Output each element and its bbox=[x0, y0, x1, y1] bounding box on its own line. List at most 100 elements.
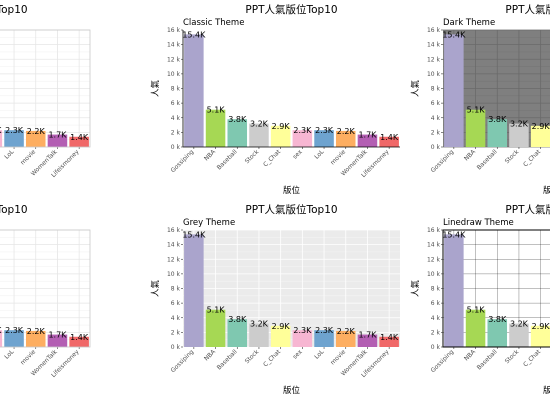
data-label: 3.8K bbox=[488, 315, 507, 324]
data-label: 1.7K bbox=[48, 331, 67, 340]
chart-title: PPT人氣版位Top10 bbox=[245, 3, 337, 16]
x-tick-label: LoL bbox=[313, 348, 326, 361]
chart-panel-5: PPT人氣版位Top10 Grey Theme 15.4K Gossiping 5.1K… bbox=[150, 203, 400, 396]
y-tick-label: 12 k bbox=[427, 56, 441, 63]
chart-panel-6: PPT人氣版位Top10Linedraw Theme15.4KGossiping… bbox=[410, 203, 550, 396]
data-label: 1.7K bbox=[358, 131, 377, 140]
x-tick-label: NBA bbox=[203, 148, 218, 163]
y-tick-label: 6 k bbox=[171, 100, 181, 107]
data-label: 3.2K bbox=[510, 120, 529, 129]
data-label: 2.9K bbox=[532, 122, 550, 131]
x-tick-label: NBA bbox=[203, 348, 218, 363]
y-tick-label: 12 k bbox=[167, 256, 181, 263]
x-tick-label: NBA bbox=[463, 148, 478, 163]
data-label: 5.1K bbox=[467, 106, 486, 115]
y-tick-label: 0 k bbox=[431, 144, 441, 151]
y-axis-label: 人氣 bbox=[150, 80, 161, 98]
y-tick-label: 2 k bbox=[431, 329, 441, 336]
y-tick-label: 2 k bbox=[171, 329, 181, 336]
data-label: 2.3K bbox=[315, 126, 334, 135]
y-tick-label: 16 k bbox=[167, 227, 181, 234]
y-tick-label: 12 k bbox=[427, 256, 441, 263]
y-tick-label: 6 k bbox=[431, 100, 441, 107]
x-axis-label: 版位 bbox=[283, 185, 301, 196]
x-tick-label: movie bbox=[329, 148, 347, 166]
y-axis-label: 人氣 bbox=[410, 80, 421, 98]
data-label: 1.4K bbox=[380, 133, 399, 142]
data-label: 3.8K bbox=[488, 115, 507, 124]
x-axis-label: 版位 bbox=[543, 385, 550, 396]
y-tick-label: 4 k bbox=[431, 315, 441, 322]
x-tick-label: Gossiping bbox=[430, 348, 456, 374]
chart-panel-4: PPT人氣版位Top1015.4KGossiping5.1KNBA3.8KBas… bbox=[0, 203, 90, 396]
y-tick-label: 16 k bbox=[427, 227, 441, 234]
data-label: 2.3K bbox=[5, 326, 24, 335]
chart-subtitle: Classic Theme bbox=[183, 18, 244, 28]
data-label: 2.3K bbox=[293, 126, 312, 135]
y-tick-label: 14 k bbox=[427, 42, 441, 49]
x-tick-label: Baseball bbox=[476, 348, 499, 371]
y-tick-label: 4 k bbox=[171, 315, 181, 322]
y-tick-label: 8 k bbox=[431, 86, 441, 93]
x-tick-label: Gossiping bbox=[170, 348, 196, 374]
y-tick-label: 0 k bbox=[171, 344, 181, 351]
x-tick-label: movie bbox=[19, 348, 37, 366]
data-label: 5.1K bbox=[207, 106, 226, 115]
y-tick-label: 4 k bbox=[431, 115, 441, 122]
data-label: 2.3K bbox=[293, 326, 312, 335]
data-label: 2.2K bbox=[337, 327, 356, 336]
x-tick-label: C_Chat bbox=[262, 348, 282, 368]
data-label: 2.9K bbox=[532, 322, 550, 331]
x-tick-label: C_Chat bbox=[262, 148, 282, 168]
x-tick-label: movie bbox=[19, 148, 37, 166]
chart-panel-3: PPT人氣版位Top10 Dark Theme 15.4K Gossiping 5.1K… bbox=[410, 3, 550, 196]
chart-title: PPT人氣版位Top10 bbox=[245, 203, 337, 216]
y-tick-label: 6 k bbox=[431, 300, 441, 307]
y-tick-label: 10 k bbox=[427, 271, 441, 278]
data-label: 3.8K bbox=[228, 115, 247, 124]
y-tick-label: 8 k bbox=[431, 286, 441, 293]
bar-NBA bbox=[466, 310, 486, 347]
x-axis-label: 版位 bbox=[543, 185, 550, 196]
x-tick-label: sex bbox=[292, 348, 305, 361]
x-tick-label: NBA bbox=[463, 348, 478, 363]
data-label: 2.3K bbox=[5, 126, 24, 135]
x-tick-label: Stock bbox=[504, 348, 521, 365]
x-tick-label: Gossiping bbox=[430, 148, 456, 174]
data-label: 15.4K bbox=[182, 30, 206, 39]
chart-panel-2: PPT人氣版位Top10Classic Theme15.4KGossiping5… bbox=[150, 3, 400, 196]
data-label: 3.2K bbox=[510, 320, 529, 329]
data-label: 1.7K bbox=[48, 131, 67, 140]
y-tick-label: 14 k bbox=[167, 42, 181, 49]
x-tick-label: sex bbox=[292, 148, 305, 161]
x-tick-label: movie bbox=[329, 348, 347, 366]
bar-Gossiping bbox=[444, 234, 464, 347]
y-tick-label: 4 k bbox=[171, 115, 181, 122]
x-tick-label: Baseball bbox=[216, 348, 239, 371]
x-axis-label: 版位 bbox=[283, 385, 301, 396]
chart-title: PPT人氣版位Top10 bbox=[0, 3, 28, 16]
bar-NBA bbox=[206, 310, 226, 347]
chart-title: PPT人氣版位Top10 bbox=[505, 3, 550, 16]
chart-title: PPT人氣版位Top10 bbox=[0, 203, 28, 216]
data-label: 3.8K bbox=[228, 315, 247, 324]
y-tick-label: 8 k bbox=[171, 86, 181, 93]
chart-subtitle: Dark Theme bbox=[443, 18, 495, 28]
y-tick-label: 14 k bbox=[427, 242, 441, 249]
bar-Gossiping bbox=[444, 34, 464, 147]
y-tick-label: 10 k bbox=[427, 71, 441, 78]
data-label: 1.4K bbox=[70, 333, 89, 342]
y-tick-label: 6 k bbox=[171, 300, 181, 307]
y-axis-label: 人氣 bbox=[150, 280, 161, 298]
y-tick-label: 0 k bbox=[171, 144, 181, 151]
data-label: 2.2K bbox=[27, 127, 46, 136]
data-label: 1.4K bbox=[380, 333, 399, 342]
data-label: 5.1K bbox=[207, 306, 226, 315]
data-label: 5.1K bbox=[467, 306, 486, 315]
bar-NBA bbox=[206, 110, 226, 147]
x-tick-label: Stock bbox=[244, 148, 261, 165]
x-tick-label: C_Chat bbox=[522, 348, 542, 368]
x-tick-label: Baseball bbox=[476, 148, 499, 171]
chart-subtitle: Grey Theme bbox=[183, 218, 235, 228]
